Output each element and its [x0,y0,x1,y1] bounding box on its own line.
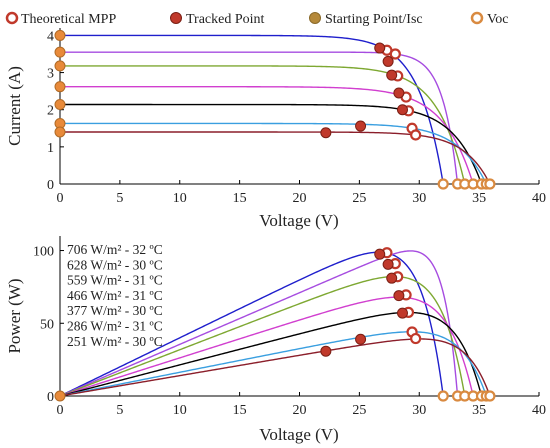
pv-series-label: 377 W/m² - 30 ºC [67,303,163,318]
pv-voc-marker [484,390,496,402]
iv-tracked-point-marker [396,104,408,116]
iv-x-tick-label: 35 [472,191,486,206]
pv-x-tick-label: 25 [352,403,366,418]
pv-tracked-point-marker [386,272,398,284]
iv-x-tick-label: 0 [57,191,64,206]
iv-tracked-point-marker [355,120,367,132]
pv-x-tick-label: 15 [233,403,247,418]
iv-starting-point-marker [54,99,66,111]
pv-series-label: 628 W/m² - 30 ºC [67,257,163,272]
pv-series-label: 706 W/m² - 32 ºC [67,242,163,257]
iv-x-tick-label: 25 [352,191,366,206]
pv-y-axis-title: Power (W) [5,278,24,353]
pv-series-label: 559 W/m² - 31 ºC [67,273,163,288]
iv-x-tick-label: 40 [532,191,546,206]
pv-x-tick-label: 40 [532,403,546,418]
legend-label-tracked-point: Tracked Point [186,12,265,27]
iv-curve [60,131,491,185]
iv-ticks: 0 5 10 15 20 25 30 35 40 0 1 2 3 4 [47,29,546,206]
pv-tracked-point-marker [393,290,405,302]
pv-chart: 0 5 10 15 20 25 30 35 40 0 50 100 706 W/m² - 32 ºC6… [5,236,546,444]
pv-x-tick-label: 0 [57,403,64,418]
iv-tracked-point-marker [320,127,332,139]
legend-marker-starting-point [309,12,321,24]
legend-label-starting-point: Starting Point/Isc [325,12,423,27]
iv-x-tick-label: 5 [116,191,123,206]
iv-starting-point-marker [54,29,66,41]
iv-curve [60,103,483,185]
iv-voc-marker [437,178,449,190]
iv-y-tick-label: 4 [47,29,54,44]
iv-starting-point-marker [54,126,66,138]
pv-tracked-point-marker [382,258,394,270]
pv-tracked-point-marker [355,333,367,345]
pv-x-tick-label: 20 [293,403,307,418]
legend-label-theoretical-mpp: Theoretical MPP [21,12,116,27]
pv-voc-marker [437,390,449,402]
pv-series-label: 251 W/m² - 30 ºC [67,334,163,349]
iv-tracked-point-marker [382,55,394,67]
pv-tracked-point-marker [374,248,386,260]
pv-series-label: 286 W/m² - 31 ºC [67,319,163,334]
iv-voc-marker [484,178,496,190]
iv-y-tick-label: 0 [47,178,54,193]
iv-markers [54,29,496,190]
pv-tracked-point-marker [396,307,408,319]
pv-y-tick-label: 100 [33,245,54,260]
legend-label-voc: Voc [487,12,509,27]
iv-y-tick-label: 2 [47,104,54,119]
iv-tracked-point-marker [374,42,386,54]
iv-x-tick-label: 30 [412,191,426,206]
iv-x-tick-label: 20 [293,191,307,206]
iv-starting-point-marker [54,60,66,72]
legend-marker-tracked-point [170,12,182,24]
pv-markers [54,247,496,402]
pv-y-tick-label: 50 [40,317,54,332]
iv-theoretical-mpp-marker [389,48,401,60]
iv-curve [60,65,466,185]
iv-y-axis-title: Current (A) [5,66,24,146]
iv-chart: 0 5 10 15 20 25 30 35 40 0 1 2 3 4 Voltage (V) Curren… [5,28,546,230]
iv-tracked-point-marker [393,87,405,99]
pv-x-tick-label: 10 [173,403,187,418]
legend: Theoretical MPP Tracked Point Starting P… [5,11,509,27]
pv-theoretical-mpp-marker [410,332,422,345]
iv-x-tick-label: 15 [233,191,247,206]
iv-theoretical-mpp-marker [410,129,422,141]
pv-x-tick-label: 35 [472,403,486,418]
iv-x-tick-label: 10 [173,191,187,206]
pv-y-tick-label: 0 [47,390,54,405]
iv-x-axis-title: Voltage (V) [259,211,338,230]
iv-y-tick-label: 3 [47,67,54,82]
pv-starting-point-marker [54,390,66,402]
pv-tracked-point-marker [320,345,332,357]
pv-ticks: 0 5 10 15 20 25 30 35 40 0 50 100 [33,245,546,418]
pv-x-tick-label: 30 [412,403,426,418]
legend-marker-voc [470,11,484,25]
pv-x-axis-title: Voltage (V) [259,425,338,444]
pv-series-label: 466 W/m² - 31 ºC [67,288,163,303]
iv-starting-point-marker [54,81,66,93]
iv-y-tick-label: 1 [47,141,54,156]
iv-curves [60,34,491,185]
legend-marker-theoretical-mpp [5,11,19,25]
iv-tracked-point-marker [386,69,398,81]
pv-x-tick-label: 5 [116,403,123,418]
iv-starting-point-marker [54,46,66,58]
